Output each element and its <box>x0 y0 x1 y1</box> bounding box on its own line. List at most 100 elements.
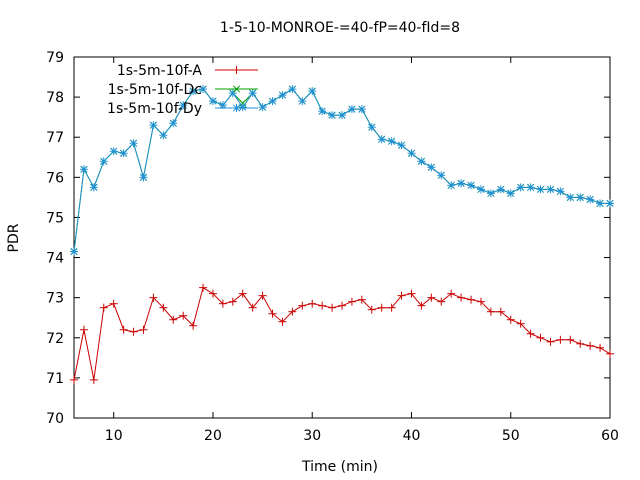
data-point <box>447 289 456 298</box>
data-point <box>258 291 267 300</box>
data-point <box>357 295 366 304</box>
axis-ticks: 10 20 30 40 50 60 70 71 72 73 74 75 76 77 78 79 <box>46 50 619 444</box>
data-point <box>387 303 396 312</box>
data-point <box>199 85 208 94</box>
y-axis-label: PDR <box>6 223 22 252</box>
x-axis-label: Time (min) <box>301 459 378 475</box>
data-point <box>99 157 108 166</box>
legend-marker <box>232 104 241 112</box>
data-point <box>447 181 456 190</box>
data-point <box>486 189 495 198</box>
y-tick-label: 72 <box>46 331 64 347</box>
data-point <box>278 91 287 100</box>
data-point <box>228 297 237 306</box>
data-point <box>596 199 605 208</box>
data-point <box>119 149 128 158</box>
data-point <box>338 111 346 120</box>
data-point <box>208 289 217 298</box>
data-point <box>238 103 247 112</box>
data-point <box>109 147 118 156</box>
data-point <box>427 293 436 302</box>
data-point <box>357 105 366 114</box>
legend-marker <box>232 66 241 74</box>
data-point <box>328 303 337 312</box>
data-point <box>338 301 346 310</box>
data-point <box>169 119 178 128</box>
y-tick-label: 76 <box>46 170 64 186</box>
data-point <box>149 121 158 130</box>
plot-frame <box>73 56 611 419</box>
data-point <box>308 299 317 308</box>
x-tick-label: 20 <box>204 428 222 444</box>
data-point <box>298 97 307 106</box>
data-point <box>397 291 406 300</box>
data-point <box>367 123 376 132</box>
data-point <box>228 89 237 98</box>
series-3 <box>70 85 614 256</box>
data-point <box>129 139 138 148</box>
data-point <box>89 375 98 384</box>
y-tick-label: 73 <box>46 291 64 307</box>
data-point <box>586 195 595 204</box>
data-point <box>566 193 575 202</box>
data-point <box>318 301 327 310</box>
data-point <box>516 319 525 328</box>
data-point <box>268 97 277 106</box>
data-point <box>457 293 466 302</box>
data-point <box>467 295 476 304</box>
data-point <box>208 97 217 106</box>
data-point <box>179 101 188 110</box>
data-point <box>159 303 168 312</box>
data-point <box>318 107 327 116</box>
data-point <box>467 181 476 190</box>
data-point <box>308 87 317 96</box>
data-point <box>119 325 128 334</box>
data-point <box>556 335 565 344</box>
data-point <box>139 173 148 182</box>
data-point <box>536 185 545 194</box>
x-tick-label: 60 <box>601 428 619 444</box>
data-point <box>516 183 525 192</box>
data-point <box>387 137 396 146</box>
data-point <box>506 315 515 324</box>
data-point <box>417 157 426 166</box>
y-tick-label: 75 <box>46 210 64 226</box>
data-point <box>278 317 287 326</box>
y-tick-label: 71 <box>46 371 64 387</box>
data-point <box>218 299 227 308</box>
data-point <box>347 297 356 306</box>
data-point <box>596 343 605 352</box>
data-point <box>238 289 247 298</box>
data-point <box>298 301 307 310</box>
data-point <box>566 335 575 344</box>
data-point <box>159 131 168 140</box>
data-point <box>427 163 436 172</box>
data-point <box>70 247 78 256</box>
data-point <box>248 303 257 312</box>
data-point <box>486 307 495 316</box>
data-point <box>546 337 555 346</box>
chart-title: 1-5-10-MONROE-=40-fP=40-fId=8 <box>220 20 460 36</box>
y-tick-label: 77 <box>46 130 64 146</box>
data-point <box>199 283 208 292</box>
data-point <box>189 321 198 330</box>
data-point <box>536 333 545 342</box>
data-point <box>129 327 138 336</box>
y-tick-label: 74 <box>46 251 64 267</box>
legend-label: 1s-5m-10f-Dy <box>107 101 202 117</box>
data-point <box>576 339 585 348</box>
series-1 <box>70 283 614 384</box>
data-point <box>407 149 416 158</box>
data-point <box>407 289 416 298</box>
data-point <box>526 329 535 338</box>
data-point <box>546 185 555 194</box>
data-point <box>556 187 565 196</box>
data-point <box>328 111 337 120</box>
data-point <box>139 325 148 334</box>
data-point <box>99 303 108 312</box>
y-tick-label: 70 <box>46 411 64 427</box>
data-point <box>397 141 406 150</box>
x-tick-label: 30 <box>303 428 321 444</box>
data-point <box>476 185 485 194</box>
data-point <box>79 165 88 174</box>
